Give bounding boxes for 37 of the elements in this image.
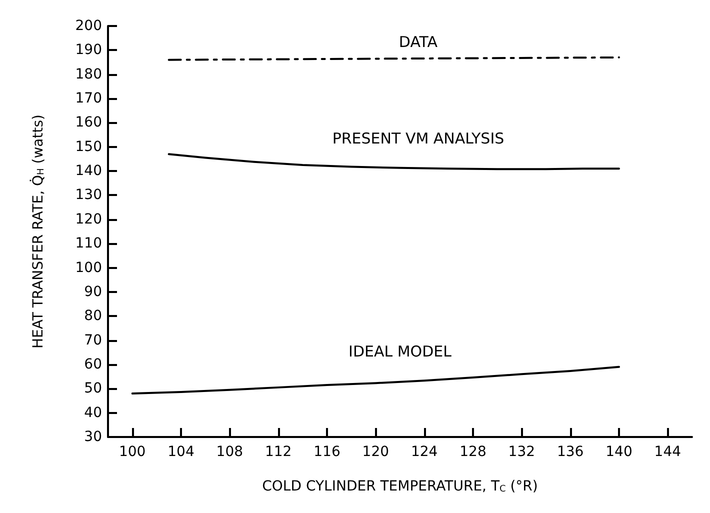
y-tick-label: 160 <box>75 114 102 131</box>
y-tick-label: 90 <box>84 284 102 300</box>
y-tick-label: 110 <box>75 236 102 252</box>
x-tick-label: 144 <box>654 444 682 460</box>
x-tick-label: 140 <box>606 444 632 460</box>
series-label: DATA <box>398 32 438 51</box>
y-tick-label: 70 <box>84 332 102 348</box>
y-tick-label: 200 <box>75 18 102 34</box>
x-tick-label: 132 <box>508 444 536 460</box>
x-tick-label: 116 <box>314 444 340 460</box>
y-tick-label: 80 <box>84 308 102 324</box>
y-tick-label: 180 <box>75 66 102 82</box>
x-tick-label: 100 <box>118 444 146 460</box>
x-tick-label: 104 <box>168 444 194 460</box>
y-tick-label: 30 <box>84 429 102 445</box>
y-tick-label: 120 <box>75 211 102 228</box>
x-axis-title: COLD CYLINDER TEMPERATURE, TC (°R) <box>262 478 538 494</box>
x-tick-label: 136 <box>556 444 584 460</box>
line-series <box>131 366 620 394</box>
y-tick-label: 130 <box>75 187 102 204</box>
series-label: PRESENT VM ANALYSIS <box>332 130 504 148</box>
x-tick-label: 120 <box>362 444 390 460</box>
x-tick-label: 112 <box>264 444 292 460</box>
x-tick-label: 128 <box>460 444 486 460</box>
x-tick-label: 124 <box>410 444 438 460</box>
y-tick-label: 50 <box>84 380 102 397</box>
series-label: IDEAL MODEL <box>348 342 452 360</box>
y-tick-label: 60 <box>84 356 102 372</box>
line-series <box>168 153 620 170</box>
y-tick-label: 170 <box>75 90 102 107</box>
y-tick-label: 40 <box>84 404 102 421</box>
y-tick-label: 100 <box>75 260 102 276</box>
y-tick-label: 140 <box>75 163 102 180</box>
y-tick-label: 190 <box>75 42 102 58</box>
x-tick-label: 108 <box>216 444 244 460</box>
y-tick-label: 150 <box>75 138 102 155</box>
y-axis-title: HEAT TRANSFER RATE, Q̇H (watts) <box>28 114 46 349</box>
